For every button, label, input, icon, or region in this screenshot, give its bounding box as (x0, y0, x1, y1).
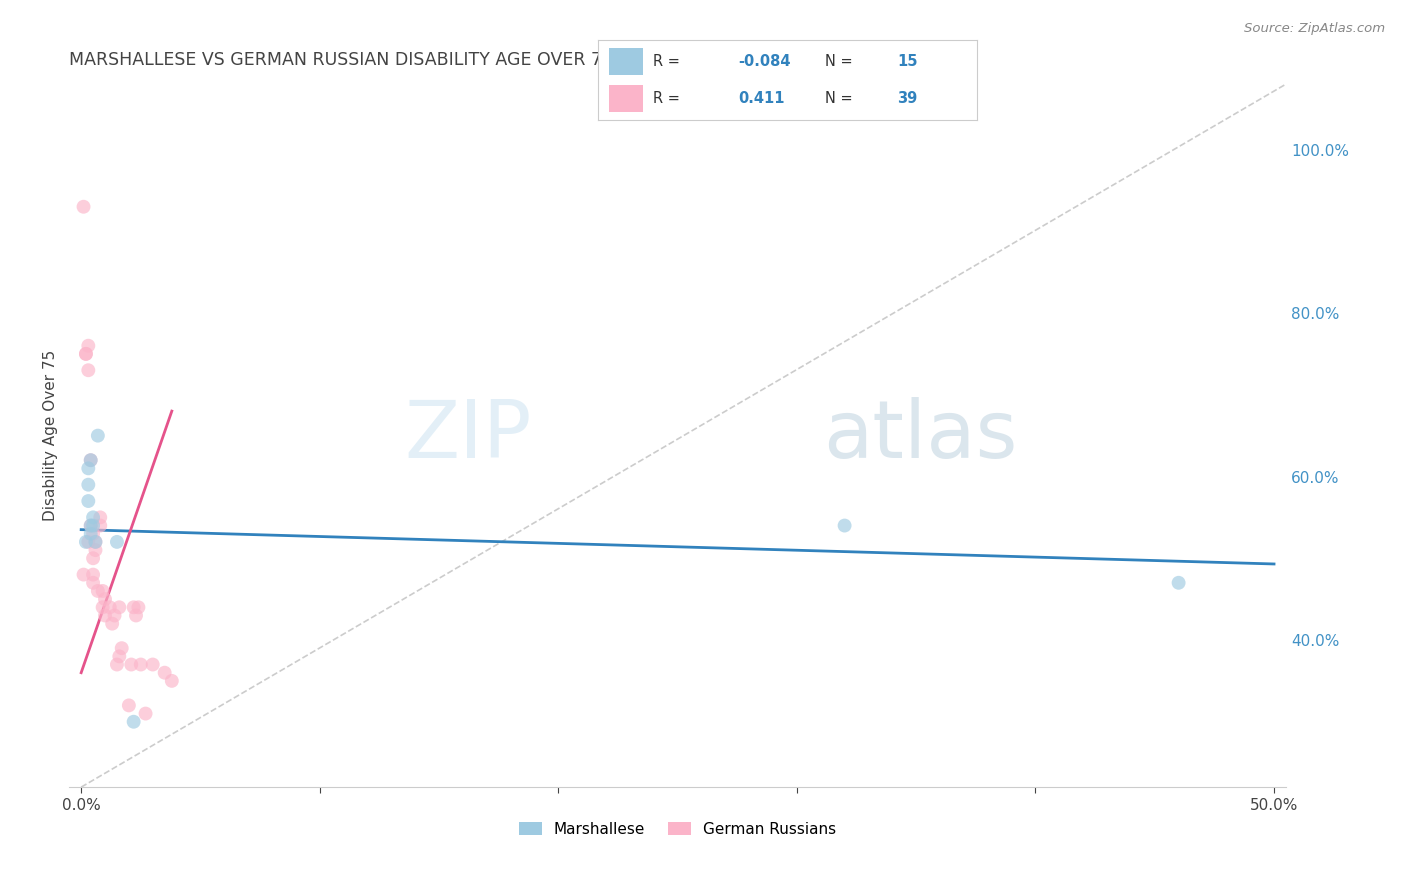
Point (160, 673, 183, 688)
Point (82, 567, 104, 582)
Y-axis label: Disability Age Over 75: Disability Age Over 75 (44, 350, 58, 521)
Point (72, 200, 94, 214)
Point (125, 608, 148, 623)
Point (77, 477, 100, 491)
Point (91, 584, 114, 599)
Legend: Marshallese, German Russians: Marshallese, German Russians (513, 815, 842, 843)
Point (94, 592, 117, 607)
Text: N =: N = (825, 54, 853, 70)
Text: -0.084: -0.084 (738, 54, 790, 70)
Point (80, 453, 103, 467)
Text: ZIP: ZIP (404, 397, 531, 475)
Point (105, 657, 128, 672)
Point (142, 657, 165, 672)
Point (122, 600, 145, 615)
Point (80, 518, 103, 533)
Point (103, 608, 125, 623)
Point (98, 600, 121, 615)
Point (120, 657, 142, 672)
Point (1167, 575, 1189, 590)
FancyBboxPatch shape (609, 48, 643, 76)
Point (82, 551, 104, 566)
Point (82, 575, 104, 590)
Point (80, 526, 103, 541)
Point (118, 698, 141, 713)
Point (84, 535, 107, 549)
Point (80, 518, 103, 533)
Point (75, 347, 97, 361)
Text: 0.411: 0.411 (738, 91, 785, 106)
Point (77, 363, 100, 377)
Text: atlas: atlas (824, 397, 1018, 475)
Point (834, 518, 856, 533)
Point (77, 339, 100, 353)
Point (87, 584, 110, 599)
Point (127, 600, 149, 615)
Point (101, 616, 124, 631)
Point (84, 535, 107, 549)
Text: MARSHALLESE VS GERMAN RUSSIAN DISABILITY AGE OVER 75 CORRELATION CHART: MARSHALLESE VS GERMAN RUSSIAN DISABILITY… (69, 51, 807, 69)
Point (80, 453, 103, 467)
Point (75, 347, 97, 361)
Point (82, 510, 104, 524)
Point (77, 535, 100, 549)
Point (82, 526, 104, 541)
Point (111, 641, 134, 656)
Point (108, 649, 131, 664)
Point (129, 657, 152, 672)
Text: 39: 39 (897, 91, 918, 106)
Point (91, 600, 114, 615)
Text: Source: ZipAtlas.com: Source: ZipAtlas.com (1244, 22, 1385, 36)
Point (89, 510, 111, 524)
Text: 15: 15 (897, 54, 918, 70)
Text: R =: R = (652, 54, 679, 70)
Point (108, 600, 131, 615)
Point (105, 535, 128, 549)
Text: N =: N = (825, 91, 853, 106)
FancyBboxPatch shape (609, 85, 643, 112)
Point (89, 518, 111, 533)
Point (72, 567, 94, 582)
Point (77, 494, 100, 508)
Point (75, 535, 97, 549)
Point (122, 714, 145, 729)
Point (94, 608, 117, 623)
Point (135, 706, 157, 721)
Point (84, 543, 107, 558)
Point (153, 665, 176, 680)
Text: R =: R = (652, 91, 679, 106)
Point (87, 428, 110, 442)
Point (77, 461, 100, 475)
Point (82, 518, 104, 533)
